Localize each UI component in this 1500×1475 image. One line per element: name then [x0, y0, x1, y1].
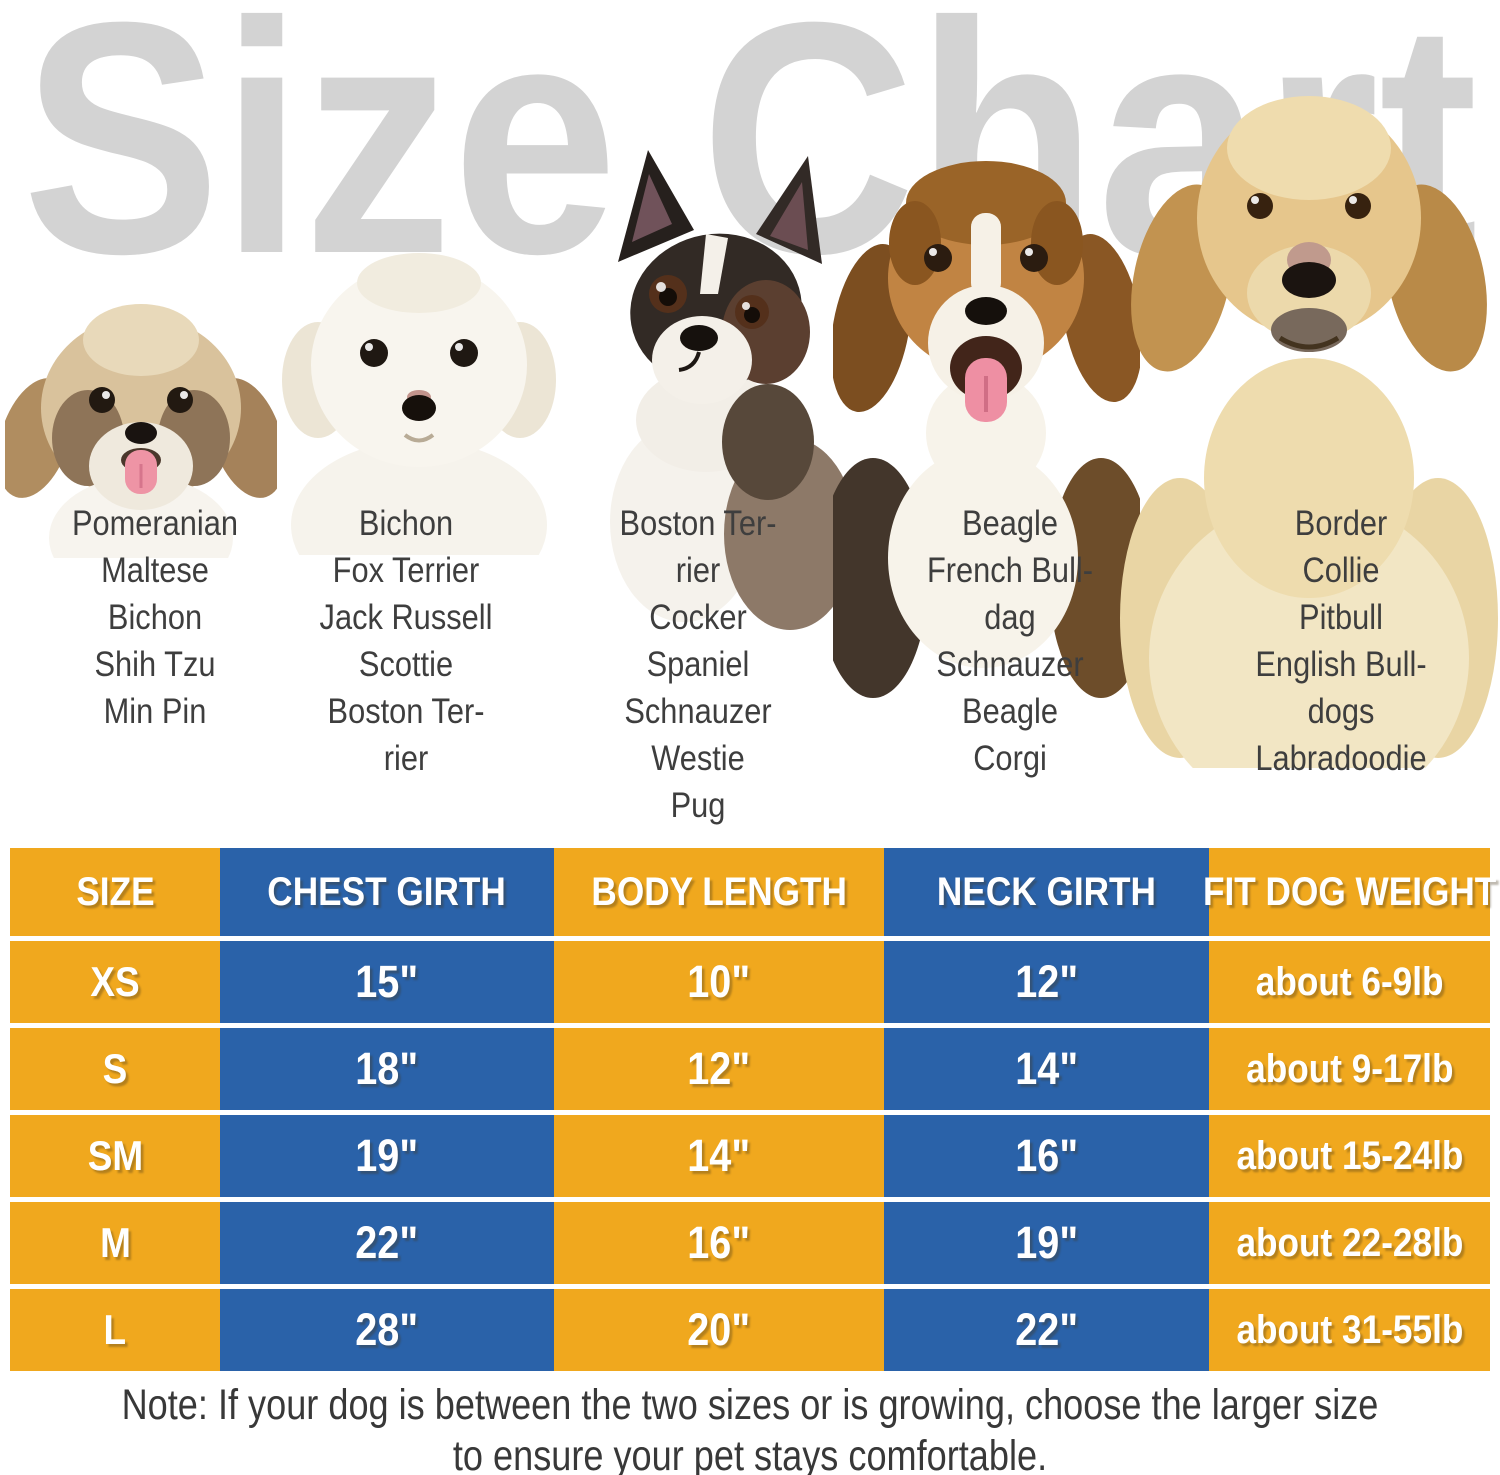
cell-l-neck-girth: 22"	[884, 1289, 1209, 1371]
cell-m-chest-girth: 22"	[220, 1202, 554, 1284]
cell-m-body-length: 16"	[554, 1202, 884, 1284]
dog-photo-boston-terrier	[610, 150, 854, 630]
breed-list-shih-tzu: Pomeranian Maltese Bichon Shih Tzu Min P…	[71, 504, 239, 731]
cell-xs-size: XS	[10, 941, 220, 1023]
cell-xs-neck-girth: 12"	[884, 941, 1209, 1023]
cell-sm-chest-girth: 19"	[220, 1115, 554, 1197]
breed-list-maltese-bichon: Bichon Fox Terrier Jack Russell Scottie …	[319, 504, 493, 778]
col-header-chest-girth: CHEST GIRTH	[220, 848, 554, 936]
size-table: SIZE CHEST GIRTH BODY LENGTH NECK GIRTH …	[10, 848, 1496, 1371]
cell-s-body-length: 12"	[554, 1028, 884, 1110]
dog-photo-beagle	[833, 161, 1140, 698]
breed-list-golden-retriever: Border Collie Pitbull English Bull- dogs…	[1255, 504, 1427, 778]
cell-xs-weight: about 6-9lb	[1209, 941, 1490, 1023]
breed-list-boston-terrier: Boston Ter- rier Cocker Spaniel Schnauze…	[619, 504, 777, 825]
dog-photo-golden-retriever	[1120, 96, 1498, 768]
cell-sm-neck-girth: 16"	[884, 1115, 1209, 1197]
col-header-neck-girth: NECK GIRTH	[884, 848, 1209, 936]
cell-sm-body-length: 14"	[554, 1115, 884, 1197]
cell-sm-weight: about 15-24lb	[1209, 1115, 1490, 1197]
cell-m-weight: about 22-28lb	[1209, 1202, 1490, 1284]
cell-s-weight: about 9-17lb	[1209, 1028, 1490, 1110]
cell-l-weight: about 31-55lb	[1209, 1289, 1490, 1371]
cell-sm-size: SM	[10, 1115, 220, 1197]
cell-s-neck-girth: 14"	[884, 1028, 1209, 1110]
col-header-size: SIZE	[10, 848, 220, 936]
cell-s-chest-girth: 18"	[220, 1028, 554, 1110]
cell-s-size: S	[10, 1028, 220, 1110]
dog-photo-maltese-bichon	[282, 253, 556, 555]
cell-m-neck-girth: 19"	[884, 1202, 1209, 1284]
col-header-body-length: BODY LENGTH	[554, 848, 884, 936]
col-header-fit-dog-weight: FIT DOG WEIGHT	[1203, 848, 1496, 936]
breed-list-beagle: Beagle French Bull- dag Schnauzer Beagle…	[926, 504, 1094, 778]
cell-l-body-length: 20"	[554, 1289, 884, 1371]
cell-xs-body-length: 10"	[554, 941, 884, 1023]
cell-l-chest-girth: 28"	[220, 1289, 554, 1371]
cell-l-size: L	[10, 1289, 220, 1371]
dog-photo-shih-tzu	[5, 304, 277, 558]
sizing-note: Note: If your dog is between the two siz…	[121, 1381, 1379, 1475]
cell-xs-chest-girth: 15"	[220, 941, 554, 1023]
cell-m-size: M	[10, 1202, 220, 1284]
